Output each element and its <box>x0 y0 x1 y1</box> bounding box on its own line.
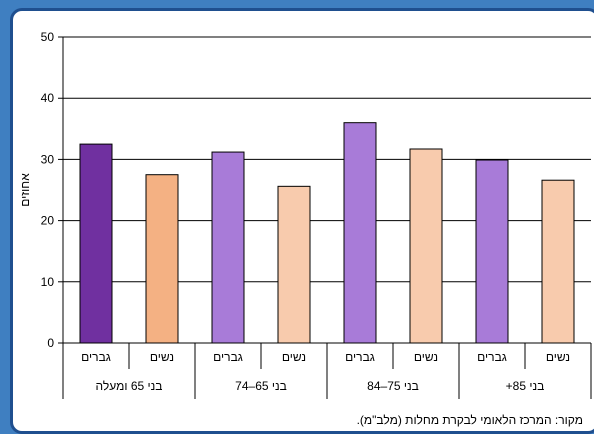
chart-frame: 0 10 20 30 40 50 אחוזים גברים נשים גברים נשים גברים… <box>10 8 594 434</box>
x-tick-label: נשים <box>546 350 570 364</box>
x-tick-label: גברים <box>345 350 375 364</box>
y-tick-label: 50 <box>41 30 55 44</box>
y-tick-label: 30 <box>41 152 55 166</box>
y-tick-label: 0 <box>47 336 54 350</box>
bar <box>145 174 179 344</box>
x-tick-label: נשים <box>414 350 438 364</box>
bar <box>79 143 113 344</box>
bar <box>475 159 509 344</box>
group-label: בני 65–74 <box>235 379 287 393</box>
bar-chart: 0 10 20 30 40 50 אחוזים גברים נשים גברים נשים גברים… <box>18 30 592 399</box>
x-tick-label: גברים <box>213 350 243 364</box>
group-label: בני 65 ומעלה <box>96 379 163 393</box>
y-tick-label: 40 <box>41 91 55 105</box>
y-tick-label: 20 <box>41 214 55 228</box>
x-tick-label: גברים <box>81 350 111 364</box>
bar <box>409 148 443 344</box>
bar <box>277 185 311 344</box>
x-tick-label: נשים <box>282 350 306 364</box>
source-note: מקור: המרכז הלאומי לבקרת מחלות (מלב"מ). <box>356 413 583 427</box>
group-label: בני 75–84 <box>367 379 419 393</box>
bar <box>211 151 245 344</box>
bar <box>541 179 575 344</box>
bar <box>343 122 377 344</box>
group-label: בני 85+ <box>506 379 545 393</box>
x-tick-label: נשים <box>150 350 174 364</box>
y-axis-label: אחוזים <box>18 173 32 207</box>
y-tick-label: 10 <box>41 275 55 289</box>
x-tick-label: גברים <box>477 350 507 364</box>
